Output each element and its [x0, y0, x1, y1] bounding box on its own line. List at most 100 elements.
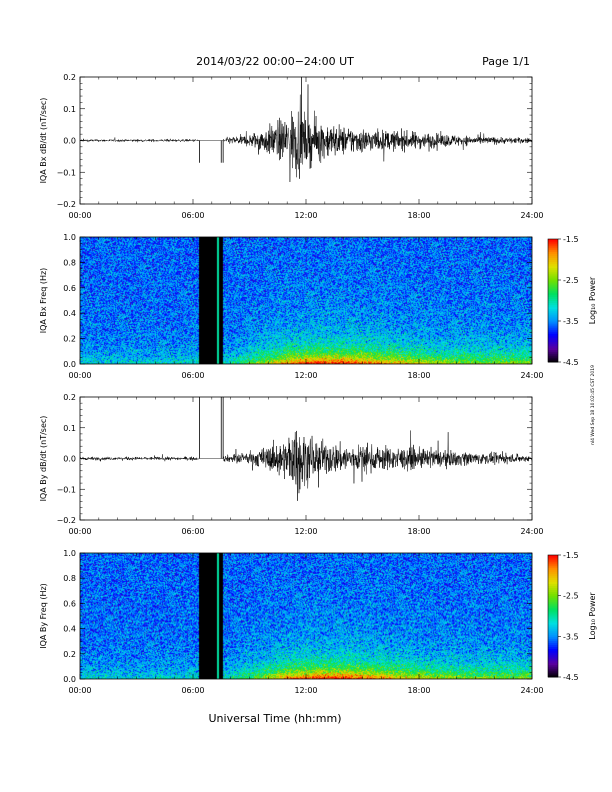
colorbar-segment [548, 607, 558, 611]
series-line [79, 76, 533, 182]
colorbar-segment [548, 280, 558, 283]
colorbar-segment [548, 275, 558, 279]
colorbar-segment [548, 329, 558, 332]
colorbar-segment [548, 257, 558, 260]
y-tick-label: −0.2 [57, 516, 76, 525]
colorbar-segment [548, 670, 558, 674]
colorbar-segment [548, 239, 558, 242]
colorbar-segment [548, 316, 558, 320]
by-colorbar-label: Log₁₀ Power [588, 592, 597, 640]
colorbar-segment [548, 261, 558, 265]
colorbar-segment [548, 652, 558, 656]
by-colorbar: -1.5 -2.5 -3.5 -4.5 [547, 551, 579, 682]
colorbar-segment [548, 355, 558, 359]
colorbar-segment [548, 327, 558, 330]
colorbar-segment [548, 290, 558, 293]
colorbar-segment [548, 666, 558, 670]
page-number: Page 1/1 [482, 55, 530, 68]
colorbar-segment [548, 664, 558, 668]
x-tick-label: 24:00 [520, 527, 543, 536]
colorbar-segment [548, 312, 558, 316]
colorbar-tick-label: -3.5 [563, 632, 579, 641]
colorbar-segment [548, 591, 558, 595]
y-tick-label: 0.6 [63, 284, 76, 293]
colorbar-segment [548, 674, 558, 678]
colorbar-segment [548, 302, 558, 306]
y-tick-label: −0.1 [57, 168, 76, 177]
colorbar-segment [548, 351, 558, 355]
colorbar-segment [548, 323, 558, 326]
colorbar-segment [548, 333, 558, 336]
colorbar-segment [548, 609, 558, 613]
x-tick-label: 00:00 [68, 527, 91, 536]
x-tick-label: 06:00 [181, 527, 204, 536]
colorbar-segment [548, 587, 558, 591]
colorbar-segment [548, 314, 558, 318]
colorbar-segment [548, 656, 558, 660]
y-tick-label: 0.8 [63, 574, 76, 583]
y-tick-label: 0.1 [63, 105, 76, 114]
colorbar-segment [548, 595, 558, 599]
bx-spectrogram-ylabel: IQA Bx Freq (Hz) [39, 268, 48, 334]
colorbar-segment [548, 618, 558, 621]
colorbar-segment [548, 559, 558, 562]
colorbar-segment [548, 622, 558, 625]
x-tick-label: 18:00 [407, 686, 430, 695]
colorbar-segment [548, 245, 558, 248]
x-tick-label: 24:00 [520, 686, 543, 695]
colorbar-segment [548, 599, 558, 603]
colorbar-segment [548, 308, 558, 312]
colorbar-segment [548, 331, 558, 334]
x-tick-label: 00:00 [68, 211, 91, 220]
colorbar-segment [548, 359, 558, 363]
colorbar-segment [548, 353, 558, 357]
colorbar-segment [548, 343, 558, 347]
colorbar-segment [548, 243, 558, 246]
colorbar-segment [548, 273, 558, 277]
by-timeseries-ylabel: IQA By dB/dt (nT/sec) [39, 416, 48, 502]
colorbar-frame [547, 554, 559, 678]
y-tick-label: 0.0 [63, 360, 76, 369]
by-spectrogram-ylabel: IQA By Freq (Hz) [39, 583, 48, 649]
colorbar-segment [548, 585, 558, 589]
colorbar-frame [547, 238, 559, 363]
colorbar-segment [548, 341, 558, 345]
colorbar-segment [548, 601, 558, 605]
colorbar-segment [548, 557, 558, 560]
colorbar-segment [548, 253, 558, 256]
colorbar-segment [548, 251, 558, 254]
x-axis-label: Universal Time (hh:mm) [209, 712, 342, 725]
colorbar-segment [548, 555, 558, 558]
colorbar-segment [548, 255, 558, 258]
colorbar-segment [548, 638, 558, 641]
colorbar-segment [548, 640, 558, 643]
colorbar-tick-label: -4.5 [563, 358, 579, 367]
colorbar-segment [548, 668, 558, 672]
y-tick-label: 0.1 [63, 424, 76, 433]
colorbar-segment [548, 616, 558, 619]
colorbar-segment [548, 292, 558, 295]
colorbar-segment [548, 265, 558, 269]
colorbar-segment [548, 613, 558, 617]
x-tick-label: 06:00 [181, 686, 204, 695]
colorbar-segment [548, 345, 558, 349]
colorbar-segment [548, 650, 558, 654]
colorbar-tick-label: -1.5 [563, 235, 579, 244]
spectrogram-image [80, 553, 532, 679]
colorbar-segment [548, 263, 558, 267]
y-tick-label: 0.8 [63, 258, 76, 267]
colorbar-segment [548, 347, 558, 351]
x-tick-label: 24:00 [520, 211, 543, 220]
colorbar-segment [548, 571, 558, 574]
x-tick-label: 12:00 [294, 527, 317, 536]
bx-colorbar: -1.5 -2.5 -3.5 -4.5 [547, 235, 579, 367]
colorbar-segment [548, 630, 558, 633]
bx-timeseries-plot: 00:00 06:00 12:00 18:00 24:00 0.2 0.1 0.0 −0.1 −0… [57, 73, 544, 220]
side-timestamp: nl4 Wed Sep 18 10:02:45 CST 2019 [590, 365, 596, 445]
colorbar-segment [548, 286, 558, 289]
x-tick-label: 18:00 [407, 527, 430, 536]
colorbar-tick-label: -3.5 [563, 317, 579, 326]
x-tick-label: 06:00 [181, 211, 204, 220]
colorbar-segment [548, 573, 558, 576]
colorbar-segment [548, 672, 558, 676]
